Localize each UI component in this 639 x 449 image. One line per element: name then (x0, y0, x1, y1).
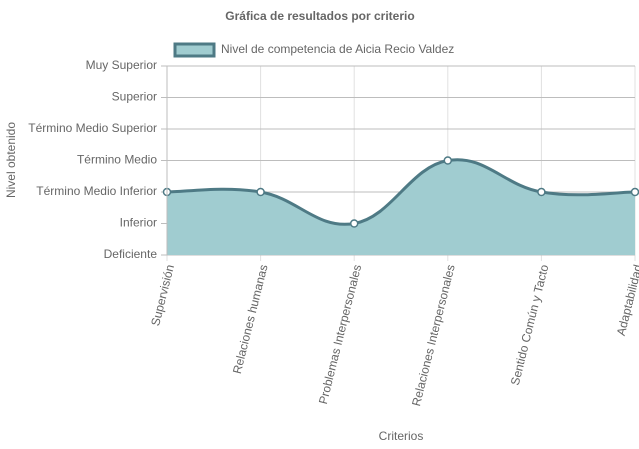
x-tick-label: Supervisión (148, 263, 177, 327)
y-tick-label: Deficiente (104, 247, 158, 261)
y-tick-label: Superior (112, 90, 157, 104)
y-tick-label: Término Medio (77, 153, 157, 167)
x-tick-label: Problemas Interpersonales (316, 263, 364, 406)
y-axis-title: Nivel obtenido (4, 122, 18, 198)
x-axis-title: Criterios (379, 429, 424, 443)
point (256, 187, 265, 197)
point (537, 187, 546, 197)
area (167, 159, 635, 255)
point (630, 187, 639, 197)
chart-title: Gráfica de resultados por criterio (225, 9, 414, 23)
y-tick-label: Muy Superior (86, 58, 157, 72)
y-tick-label: Inferior (120, 216, 157, 230)
x-tick-label: Adaptabilidad (614, 263, 639, 337)
legend-label: Nivel de competencia de Aicia Recio Vald… (221, 42, 454, 56)
y-tick-label: Término Medio Superior (28, 121, 157, 135)
point (349, 219, 359, 228)
y-tick-label: Término Medio Inferior (36, 184, 157, 198)
point (443, 156, 453, 165)
legend-swatch (173, 42, 216, 58)
x-tick-label: Sentido Común y Tacto (508, 263, 552, 387)
x-tick-label: Relaciones Interpersonales (409, 263, 458, 407)
x-tick-label: Relaciones humanas (230, 263, 271, 375)
